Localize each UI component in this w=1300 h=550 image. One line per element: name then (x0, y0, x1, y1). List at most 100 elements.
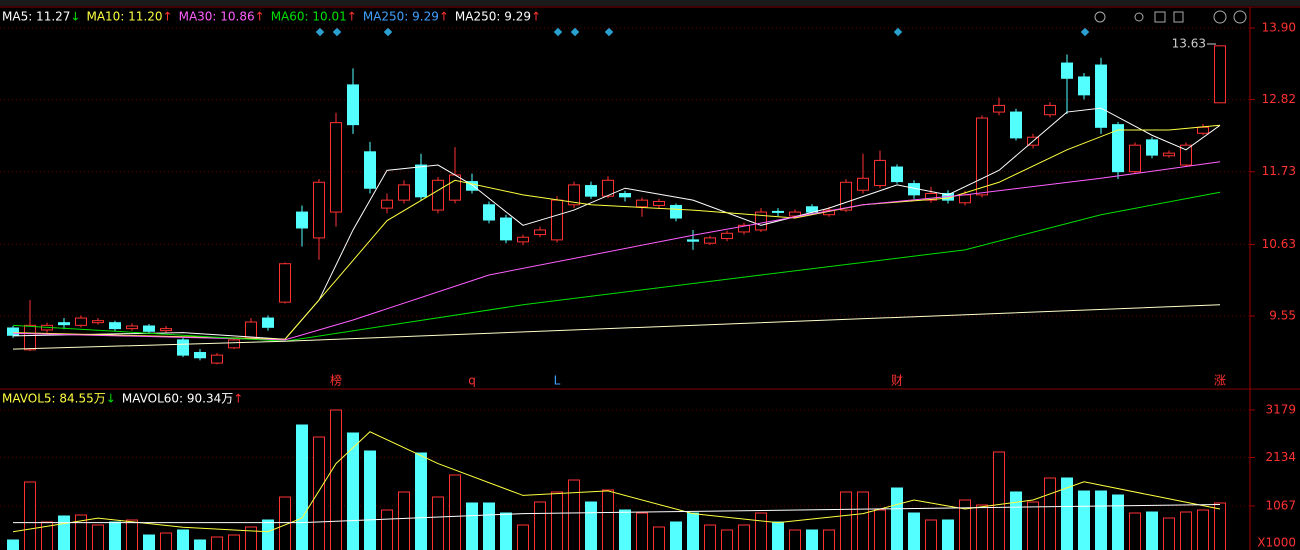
event-markers (315, 27, 1090, 37)
candle-body (143, 325, 155, 332)
volume-bar (211, 536, 223, 550)
ma-line (13, 504, 1221, 524)
candle-body (704, 237, 716, 244)
candle-body (1197, 126, 1209, 134)
y-tick-label: 12.82 (1262, 92, 1296, 106)
volume-bar (313, 436, 325, 550)
legend-arrow: ↑ (233, 392, 243, 406)
volume-bar (1010, 491, 1022, 550)
ma-line (12, 304, 1221, 350)
candle-body (381, 199, 393, 209)
volume-bar (925, 519, 937, 550)
candle-body (245, 321, 257, 339)
volume-bar (1112, 494, 1124, 550)
candle-body (568, 184, 580, 206)
candle-body (109, 322, 121, 330)
event-label: L (554, 374, 561, 388)
volume-bar (602, 489, 614, 550)
volume-bar (687, 512, 699, 550)
volume-bar (908, 512, 920, 550)
ma-line (12, 431, 1221, 533)
unit-label: X1000 (1257, 536, 1296, 550)
volume-bar (1163, 517, 1175, 550)
candle-body (738, 224, 750, 233)
candle-body (228, 339, 240, 349)
volume-bar (942, 519, 954, 550)
toolbar-strip (0, 0, 1300, 6)
icon[interactable] (1213, 10, 1227, 24)
volume-bar (585, 501, 597, 550)
icon[interactable] (1173, 11, 1184, 23)
candle-body (602, 179, 614, 197)
icon[interactable] (1154, 11, 1166, 23)
y-tick-label: 11.73 (1262, 164, 1296, 178)
volume-bar (1214, 502, 1226, 550)
candle-body (194, 351, 206, 359)
candle-body (160, 328, 172, 332)
candle-body (993, 104, 1005, 113)
volume-bar (330, 409, 342, 550)
volume-bar (755, 512, 767, 550)
volume-bar (194, 539, 206, 550)
y-tick-label: 10.63 (1262, 237, 1296, 251)
volume-bar (296, 424, 308, 550)
last-price-label: 13.63 (1172, 37, 1206, 51)
candle-body (1010, 111, 1022, 139)
icon[interactable] (1233, 10, 1247, 24)
candle-body (976, 117, 988, 196)
volume-bar (534, 501, 546, 550)
candle-body (891, 166, 903, 183)
candle-body (75, 317, 87, 326)
event-label: 榜 (330, 373, 342, 388)
legend-arrow: ↓ (106, 392, 116, 406)
icon[interactable] (1134, 12, 1144, 22)
volume-bar (721, 529, 733, 550)
volume-bar (1078, 490, 1090, 550)
candle-body (177, 339, 189, 356)
volume-bar (823, 529, 835, 550)
volume-bar (619, 509, 631, 550)
candle-body (1180, 144, 1192, 166)
volume-bar (109, 521, 121, 550)
volume-bar (738, 524, 750, 550)
icon[interactable] (1094, 11, 1106, 23)
volume-bar (670, 521, 682, 550)
candle-body (126, 325, 138, 330)
candle-body (721, 232, 733, 240)
legend-label: MA250: 9.29 (455, 10, 531, 24)
volume-bar (7, 539, 19, 550)
legend-arrow: ↑ (255, 10, 265, 24)
candle-body (1095, 64, 1107, 128)
volume-bar (1044, 477, 1056, 550)
candle-body (7, 327, 19, 336)
ma-line (12, 161, 1221, 341)
volume-bar (228, 534, 240, 550)
legend-arrow: ↑ (531, 10, 541, 24)
volume-bar (789, 529, 801, 550)
y-tick-label: 9.55 (1269, 309, 1296, 323)
candle-body (415, 164, 427, 198)
volume-bar (262, 519, 274, 550)
candle-body (1146, 139, 1158, 156)
volume-bar (959, 499, 971, 550)
candle-body (670, 204, 682, 219)
candle-body (874, 159, 886, 187)
volume-bar (160, 532, 172, 550)
candle-body (1129, 144, 1141, 173)
volume-bar (1146, 511, 1158, 550)
volume-bar (857, 491, 869, 550)
candle-body (1214, 45, 1226, 104)
volume-bar (432, 496, 444, 550)
toolbar-icons (1094, 10, 1247, 24)
volume-bar (41, 521, 53, 550)
candle-body (789, 211, 801, 217)
candle-body (959, 194, 971, 204)
y-tick-label: 2134 (1265, 450, 1296, 464)
volume-bar (636, 512, 648, 550)
candle-body (653, 200, 665, 206)
volume-bar (1027, 501, 1039, 550)
candle-body (92, 320, 104, 324)
candle-body (1044, 104, 1056, 116)
event-label: 财 (891, 374, 903, 388)
volume-bar (806, 529, 818, 550)
